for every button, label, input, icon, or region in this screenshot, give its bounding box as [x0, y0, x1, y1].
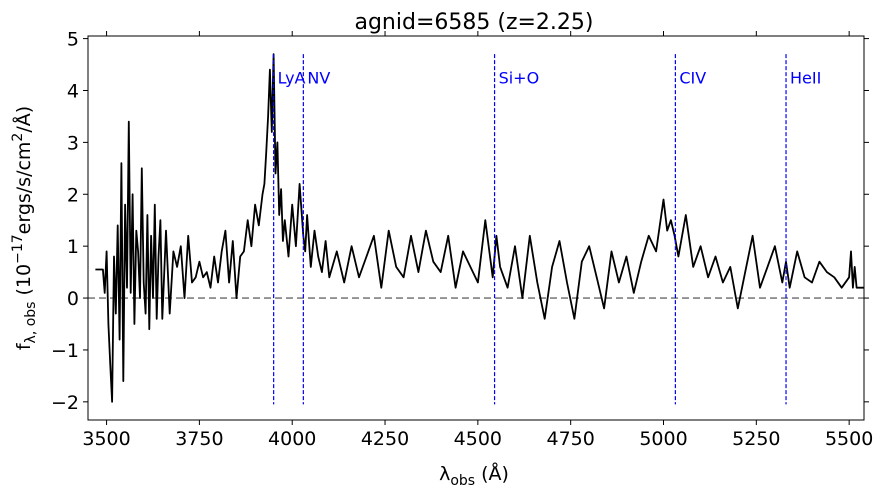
y-axis-label-rest2: ergs/s/cm	[13, 142, 35, 235]
x-tick-label-2: 4000	[268, 428, 316, 450]
y-axis-label-sup1: −17	[10, 234, 26, 264]
x-tick-label-6: 5000	[639, 428, 687, 450]
y-tick-label-0: −2	[51, 392, 79, 414]
x-axis-label-rest: (Å)	[475, 462, 509, 485]
y-tick-label-3: 1	[67, 236, 79, 258]
x-axis-label-sub: obs	[450, 473, 475, 489]
emission-lines-layer: LyA NV Si+O CIV HeII	[273, 54, 821, 405]
x-axis-label-base: λ	[439, 463, 450, 485]
x-axis-label: λobs (Å)	[439, 462, 509, 489]
x-tick-label-3: 4250	[361, 428, 409, 450]
y-axis-label-base: f	[13, 342, 35, 350]
emission-line-label-2: Si+O	[499, 69, 540, 88]
plot-frame	[87, 35, 865, 421]
emission-line-label-4: HeII	[790, 69, 821, 88]
emission-line-label-1: NV	[307, 69, 330, 88]
ticks-layer: 3500 3750 4000 4250 4500 4750 5000 5250 5500−2−1…	[51, 29, 873, 450]
chart-title: agnid=6585 (z=2.25)	[354, 10, 593, 35]
x-tick-label-8: 5500	[825, 428, 873, 450]
y-tick-label-4: 2	[67, 184, 79, 206]
y-axis-label-sub: λ, obs	[23, 302, 39, 344]
y-axis-label-rest1: (10	[13, 264, 35, 302]
x-tick-label-7: 5250	[732, 428, 780, 450]
y-tick-label-5: 3	[67, 132, 79, 154]
y-axis-label-sup2: 2	[10, 133, 26, 142]
y-tick-label-7: 5	[67, 29, 79, 51]
x-tick-label-0: 3500	[82, 428, 130, 450]
emission-line-label-3: CIV	[679, 69, 706, 88]
y-tick-label-1: −1	[51, 340, 79, 362]
y-tick-label-6: 4	[67, 80, 79, 102]
emission-line-label-0: LyA	[278, 69, 306, 88]
x-tick-label-4: 4500	[454, 428, 502, 450]
y-axis-label-rest3: /Å)	[12, 106, 35, 133]
y-axis-label: fλ, obs (10−17ergs/s/cm2/Å)	[10, 106, 39, 350]
x-tick-label-5: 4750	[546, 428, 594, 450]
y-tick-label-2: 0	[67, 288, 79, 310]
series-layer	[95, 53, 864, 403]
spectrum-line-0	[95, 53, 864, 403]
x-tick-label-1: 3750	[175, 428, 223, 450]
